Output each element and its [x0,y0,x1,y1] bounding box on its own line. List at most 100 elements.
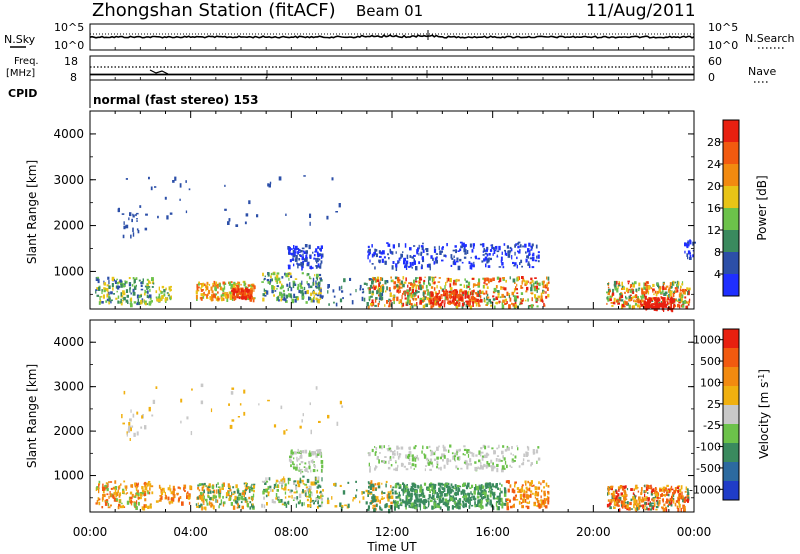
power-cell [621,288,624,290]
colorbar-tick-label: 4 [714,268,721,281]
power-cell [644,292,647,294]
power-cell [441,297,443,299]
velocity-cell [661,506,664,509]
velocity-cell [451,489,453,492]
colorbar-block [723,443,739,463]
velocity-cell [385,503,388,508]
power-cell [430,299,432,304]
power-cell [678,301,681,304]
power-cell [677,303,680,308]
velocity-cell [441,487,445,490]
velocity-cell [223,501,226,505]
xtick-label-3: 12:00 [375,525,410,539]
velocity-cell [488,487,491,492]
power-cell [547,281,550,284]
velocity-cell [365,489,368,493]
velocity-cell [253,483,256,486]
power-cell [436,295,438,299]
power-cell [243,281,246,285]
power-cell [647,298,650,303]
velocity-cell [421,490,424,493]
velocity-cell [646,485,650,490]
velocity-cell [234,495,237,500]
velocity-cell [234,500,237,504]
power-cell [231,293,234,297]
velocity-cell [163,490,165,493]
power-cell [473,261,475,266]
velocity-cell [439,491,442,495]
velocity-cell [110,487,113,490]
velocity-cell [615,495,619,500]
velocity-cell [540,482,542,486]
power-cell [241,289,244,295]
velocity-cell [113,497,117,502]
velocity-cell [114,480,117,484]
power-cell [535,285,538,290]
power-cell [378,300,380,303]
power-cell [413,245,416,247]
velocity-cell [225,492,228,497]
velocity-cell [678,499,680,505]
velocity-cell [457,488,461,492]
power-cell [521,276,524,279]
velocity-cell [462,505,465,507]
power-cell [666,301,669,305]
power-cell [692,249,695,252]
velocity-cell [656,500,659,505]
power-cell [637,298,639,301]
power-cell [531,266,535,269]
velocity-cell [513,496,516,501]
velocity-cell [639,505,641,508]
velocity-cell [244,485,246,487]
power-cell [373,286,376,291]
power-cell [452,249,456,252]
power-cell [410,282,413,286]
power-cell [167,294,170,297]
velocity-cell [285,429,288,431]
velocity-cell [318,476,320,480]
power-cell [627,282,630,285]
velocity-cell [240,495,244,500]
power-cell [108,295,111,299]
power-cell [688,256,692,260]
power-cell [443,290,446,295]
power-cell [319,292,322,295]
power-cell [245,213,249,217]
velocity-cell [131,484,134,488]
power-cell [297,264,299,269]
velocity-cell [168,501,172,504]
power-cell [200,293,204,296]
velocity-cell [649,508,652,511]
power-cell [369,259,371,263]
power-cell [461,293,464,296]
velocity-cell [115,494,118,498]
colorbar-block [723,120,739,143]
power-cell [446,297,449,301]
power-cell [412,289,414,294]
power-cell [477,282,481,286]
power-cell [413,254,416,257]
velocity-cell [283,476,285,481]
power-cell [311,298,313,303]
power-cell [341,285,343,290]
velocity-cell [526,452,529,456]
power-cell [483,284,485,289]
power-cell [672,299,675,303]
power-cell [422,258,425,263]
power-cell [447,300,450,303]
power-cell [378,259,381,263]
velocity-cell [281,483,284,486]
power-cell [309,255,312,259]
velocity-cell [686,498,690,502]
velocity-cell [462,453,465,456]
power-cell [306,273,310,276]
velocity-cell [443,464,446,469]
power-cell [320,245,323,249]
power-cell [335,302,338,307]
power-cell [389,289,391,292]
power-cell [426,293,430,296]
power-cell [378,255,382,258]
velocity-cell [231,387,235,390]
power-cell [530,277,533,281]
velocity-cell [478,486,480,490]
